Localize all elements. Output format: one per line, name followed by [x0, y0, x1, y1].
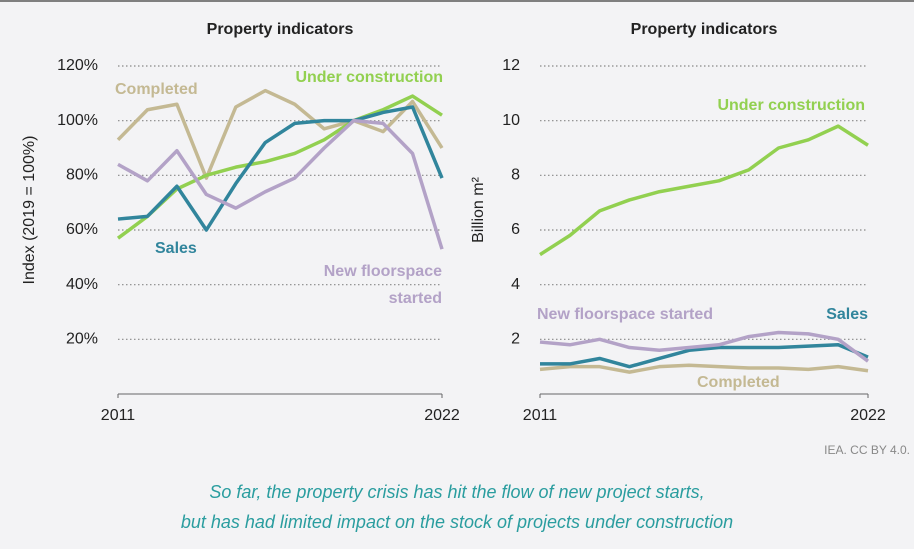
x-tick-label: 2011 [101, 407, 136, 424]
y-tick-label: 40% [66, 276, 98, 293]
series-label: Sales [826, 306, 868, 323]
series-label: New floorspace started [324, 263, 442, 307]
source: IEA. CC BY 4.0. [824, 443, 910, 457]
series-line [539, 363, 869, 374]
y-axis-label: Billion m² [470, 176, 487, 242]
chart-title: Property indicators [207, 21, 354, 38]
series-line [117, 118, 444, 250]
y-tick-label: 2 [511, 331, 520, 348]
x-tick-label: 2022 [850, 407, 886, 424]
x-tick-label: 2011 [523, 407, 558, 424]
y-tick-label: 60% [66, 221, 98, 238]
series-label: Sales [155, 240, 197, 257]
y-tick-label: 100% [57, 112, 98, 129]
y-tick-label: 4 [511, 276, 520, 293]
series-line [539, 124, 869, 257]
caption: but has had limited impact on the stock … [181, 512, 733, 532]
y-axis-label: Index (2019 = 100%) [21, 136, 38, 285]
y-tick-label: 12 [502, 57, 520, 74]
series-label: Under construction [717, 97, 865, 114]
series-label: Under construction [295, 69, 443, 86]
y-tick-label: 120% [57, 57, 98, 74]
series-line [540, 343, 869, 369]
y-tick-label: 10 [502, 112, 520, 129]
series-line [117, 105, 444, 232]
y-tick-label: 8 [511, 167, 520, 184]
series-label: Completed [115, 81, 198, 98]
series-line [116, 94, 443, 240]
series-label: Completed [697, 374, 780, 391]
x-tick-label: 2022 [424, 407, 460, 424]
chart-title: Property indicators [631, 21, 778, 38]
y-tick-label: 20% [66, 331, 98, 348]
series-label: New floorspace started [537, 306, 713, 323]
y-tick-label: 80% [66, 167, 98, 184]
y-tick-label: 6 [511, 221, 520, 238]
series-line [539, 330, 870, 363]
caption: So far, the property crisis has hit the … [209, 482, 704, 502]
